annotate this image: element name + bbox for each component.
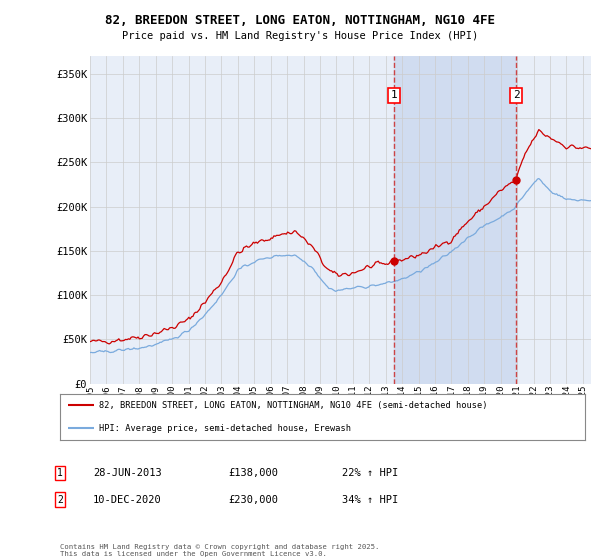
Text: Contains HM Land Registry data © Crown copyright and database right 2025.
This d: Contains HM Land Registry data © Crown c… (60, 544, 379, 557)
Text: 82, BREEDON STREET, LONG EATON, NOTTINGHAM, NG10 4FE (semi-detached house): 82, BREEDON STREET, LONG EATON, NOTTINGH… (100, 400, 488, 410)
Text: 28-JUN-2013: 28-JUN-2013 (93, 468, 162, 478)
Text: £230,000: £230,000 (228, 494, 278, 505)
Text: 10-DEC-2020: 10-DEC-2020 (93, 494, 162, 505)
Text: 1: 1 (391, 90, 397, 100)
Text: 1: 1 (57, 468, 63, 478)
Text: HPI: Average price, semi-detached house, Erewash: HPI: Average price, semi-detached house,… (100, 423, 352, 433)
Text: 34% ↑ HPI: 34% ↑ HPI (342, 494, 398, 505)
Text: Price paid vs. HM Land Registry's House Price Index (HPI): Price paid vs. HM Land Registry's House … (122, 31, 478, 41)
Text: 82, BREEDON STREET, LONG EATON, NOTTINGHAM, NG10 4FE: 82, BREEDON STREET, LONG EATON, NOTTINGH… (105, 14, 495, 27)
Text: 2: 2 (513, 90, 520, 100)
Text: £138,000: £138,000 (228, 468, 278, 478)
Text: 22% ↑ HPI: 22% ↑ HPI (342, 468, 398, 478)
Bar (394, 56, 516, 384)
Text: 2: 2 (57, 494, 63, 505)
